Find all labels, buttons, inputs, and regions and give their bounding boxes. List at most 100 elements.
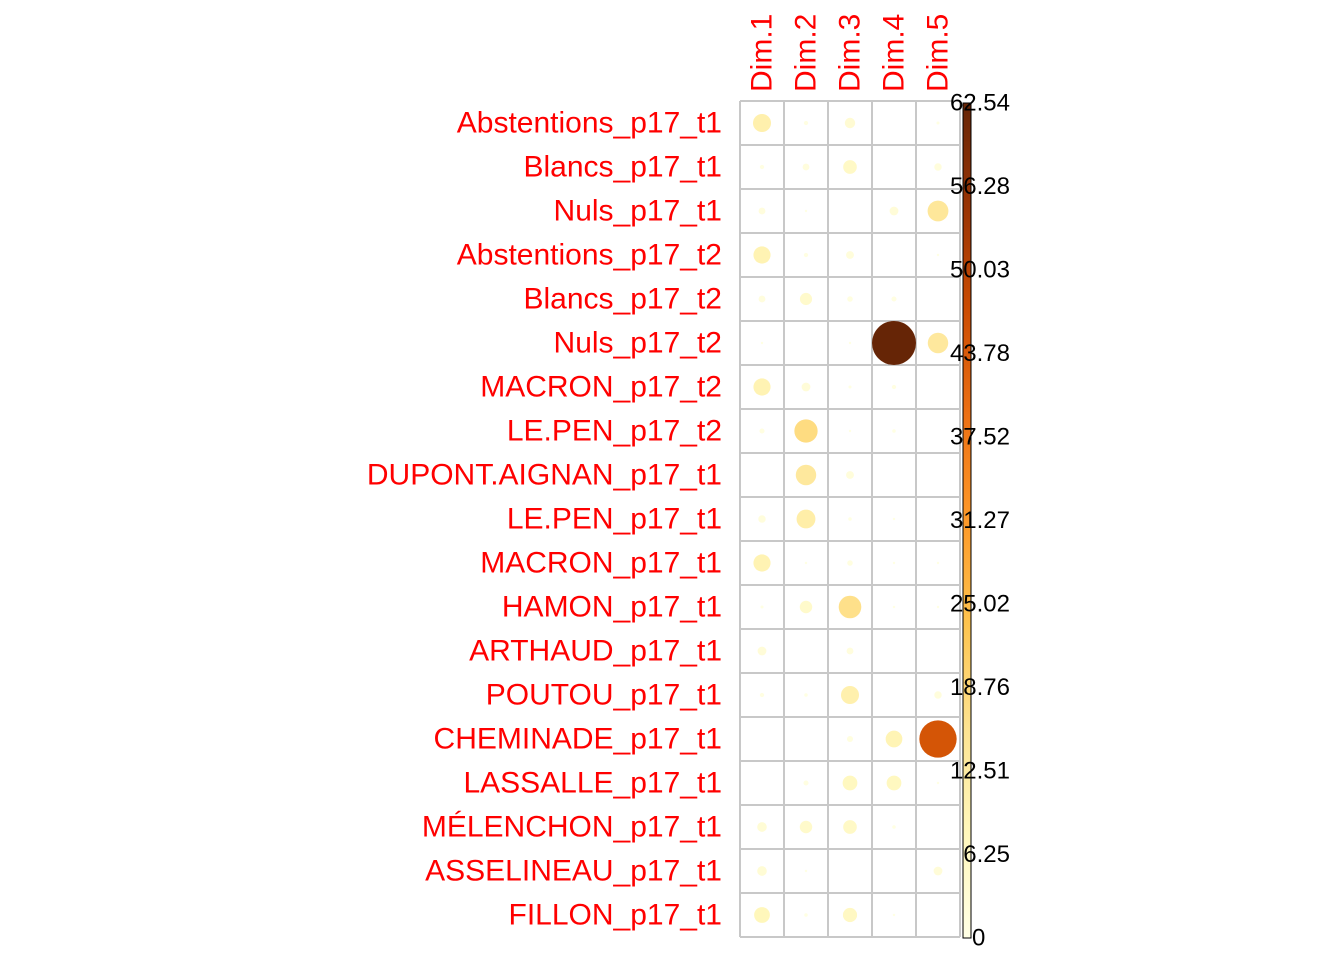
column-label: Dim.5: [922, 14, 955, 92]
data-circle: [842, 775, 858, 791]
data-circle: [803, 120, 809, 126]
data-circle: [934, 691, 942, 699]
colorbar-tick-label: 37.52: [950, 424, 1010, 451]
data-circle: [889, 206, 899, 216]
data-circle: [892, 561, 896, 565]
data-circle: [846, 647, 854, 655]
row-label: FILLON_p17_t1: [509, 899, 722, 932]
data-circle: [847, 296, 853, 302]
data-circle: [804, 869, 808, 873]
data-circle: [848, 517, 852, 521]
row-label: CHEMINADE_p17_t1: [434, 723, 722, 756]
data-circle: [799, 820, 813, 834]
data-circle: [843, 820, 857, 834]
row-label: Nuls_p17_t2: [554, 327, 722, 360]
colorbar-tick-label: 31.27: [950, 507, 1010, 534]
data-circle: [891, 384, 897, 390]
colorbar-labels: 0 6.25 12.51 18.76 25.02 31.27 37.52 43.78 50.03…: [950, 90, 1010, 952]
colorbar-tick-label: 18.76: [950, 674, 1010, 701]
data-circle: [804, 561, 808, 565]
data-circle: [754, 907, 770, 923]
data-circle: [840, 685, 860, 705]
data-circle: [804, 209, 808, 213]
data-circle: [803, 780, 809, 786]
data-circle: [753, 246, 771, 264]
row-label: LE.PEN_p17_t2: [507, 415, 722, 448]
data-circle: [927, 200, 949, 222]
data-circle: [760, 341, 764, 345]
data-circle: [872, 321, 916, 365]
row-label: MÉLENCHON_p17_t1: [422, 811, 722, 844]
data-circle: [802, 163, 810, 171]
data-circle: [927, 332, 949, 354]
data-circle: [892, 825, 896, 829]
column-label: Dim.2: [790, 14, 823, 92]
column-label: Dim.1: [746, 14, 779, 92]
colorbar-tick-label: 12.51: [950, 758, 1010, 785]
data-circle: [936, 561, 940, 565]
data-circle: [892, 517, 896, 521]
data-circle: [842, 907, 858, 923]
data-circle: [799, 600, 813, 614]
column-label: Dim.4: [878, 14, 911, 92]
row-label: MACRON_p17_t1: [480, 547, 722, 580]
row-label: LASSALLE_p17_t1: [463, 767, 722, 800]
data-circle: [757, 866, 767, 876]
data-circle: [936, 605, 940, 609]
colorbar-gradient: [962, 102, 972, 939]
data-circle: [848, 385, 852, 389]
data-circle: [760, 605, 764, 609]
data-circle: [758, 295, 766, 303]
data-circle: [803, 252, 809, 258]
row-label: Blancs_p17_t1: [524, 151, 723, 184]
row-label: LE.PEN_p17_t1: [507, 503, 722, 536]
data-circle: [796, 509, 816, 529]
data-circle: [892, 429, 896, 433]
data-circle: [936, 121, 940, 125]
data-circle: [753, 378, 771, 396]
data-circle: [794, 419, 818, 443]
row-label: ARTHAUD_p17_t1: [469, 635, 722, 668]
data-circle: [934, 163, 942, 171]
data-circle: [848, 429, 852, 433]
data-circle: [886, 775, 902, 791]
data-circle: [804, 913, 808, 917]
grid: [739, 100, 961, 938]
colorbar-tick-label: 56.28: [950, 173, 1010, 200]
data-circle: [795, 464, 817, 486]
data-circle: [753, 554, 771, 572]
data-circle: [847, 560, 853, 566]
colorbar-tick-label: 50.03: [950, 257, 1010, 284]
data-circle: [846, 735, 854, 743]
data-circle: [758, 515, 766, 523]
data-circle: [892, 913, 896, 917]
data-circle: [843, 160, 857, 174]
data-circle: [757, 646, 767, 656]
row-label: HAMON_p17_t1: [502, 591, 722, 624]
column-labels: Dim.1 Dim.2 Dim.3 Dim.4 Dim.5: [746, 14, 955, 92]
data-circle: [885, 730, 903, 748]
row-label: Abstentions_p17_t1: [457, 107, 722, 140]
data-circle: [838, 595, 862, 619]
data-circle: [758, 207, 766, 215]
data-circle: [936, 253, 940, 257]
colorbar-tick-label: 62.54: [950, 90, 1010, 117]
data-circle: [759, 692, 765, 698]
data-circle: [848, 341, 852, 345]
data-circle: [799, 292, 813, 306]
data-circle: [933, 866, 943, 876]
data-circle: [844, 117, 856, 129]
data-circle: [846, 471, 854, 479]
colorbar-tick-label: 6.25: [963, 841, 1010, 868]
colorbar-tick-label: 43.78: [950, 340, 1010, 367]
data-circle: [801, 382, 811, 392]
column-label: Dim.3: [834, 14, 867, 92]
row-label: ASSELINEAU_p17_t1: [425, 855, 722, 888]
data-circle: [759, 164, 765, 170]
data-circle: [892, 605, 896, 609]
row-label: Abstentions_p17_t2: [457, 239, 722, 272]
data-circle: [759, 428, 765, 434]
data-circle: [752, 113, 772, 133]
row-label: DUPONT.AIGNAN_p17_t1: [367, 459, 722, 492]
